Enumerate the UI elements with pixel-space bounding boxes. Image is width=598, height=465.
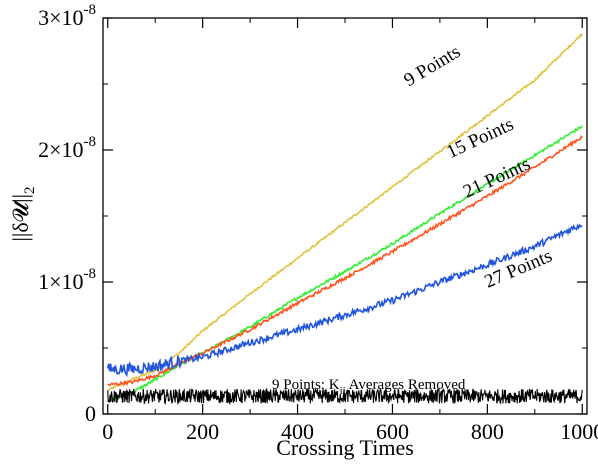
svg-text:||δ𝓤||2: ||δ𝓤||2 xyxy=(8,187,38,242)
x-tick-label: 200 xyxy=(186,419,219,444)
y-axis-title-main: ||δ𝓤|| xyxy=(8,194,33,241)
series-line-4 xyxy=(106,223,583,378)
series-label-1: 9 Points xyxy=(400,41,464,91)
y-tick-label: 1×10-8 xyxy=(38,266,96,294)
note-pre: 9 Points; K xyxy=(272,377,340,393)
series-line-5 xyxy=(107,387,583,406)
y-axis-title-sub: 2 xyxy=(22,187,38,195)
y-tick-mantissa: 0 xyxy=(85,401,96,426)
y-tick-exponent: -8 xyxy=(84,266,97,282)
y-axis-title: ||δ𝓤||2 xyxy=(8,187,38,242)
series-label-5: 9 Points; Kij Averages Removed xyxy=(272,377,466,397)
y-tick-mantissa: 1×10 xyxy=(38,269,83,294)
y-tick-label: 3×10-8 xyxy=(38,2,96,30)
y-tick-exponent: -8 xyxy=(84,134,97,150)
series-line-1 xyxy=(107,33,583,392)
note-sub: ij xyxy=(340,385,346,397)
y-tick-label: 2×10-8 xyxy=(38,134,96,162)
note-post: Averages Removed xyxy=(346,377,466,393)
x-axis-title: Crossing Times xyxy=(276,435,414,460)
x-tick-label: 0 xyxy=(102,419,113,444)
series-label-3: 21 Points xyxy=(460,153,533,202)
x-tick-label: 800 xyxy=(471,419,504,444)
y-tick-exponent: -8 xyxy=(84,2,97,18)
x-tick-label: 600 xyxy=(376,419,409,444)
y-tick-mantissa: 3×10 xyxy=(38,5,83,30)
ticks-layer: 0200400600800100001×10-82×10-83×10-8 xyxy=(38,2,598,444)
x-tick-label: 400 xyxy=(281,419,314,444)
y-tick-label: 0 xyxy=(85,401,96,426)
series-layer xyxy=(106,33,583,406)
y-tick-mantissa: 2×10 xyxy=(38,137,83,162)
